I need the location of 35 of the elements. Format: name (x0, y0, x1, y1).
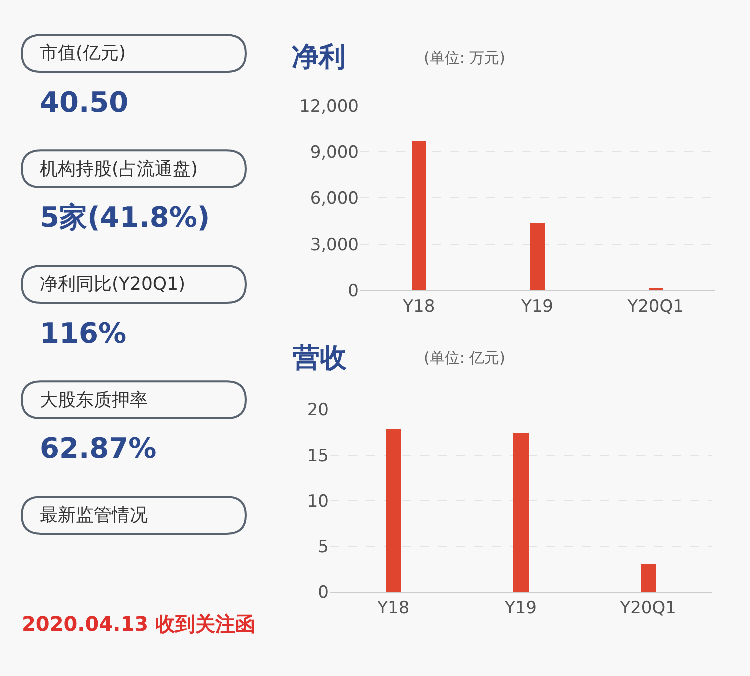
chart-subtitle: (单位: 亿元) (424, 349, 506, 367)
x-tick-label: Y18 (376, 598, 410, 619)
x-tick-label: Y20Q1 (626, 296, 684, 317)
text: 净利同比(Y20Q1) (40, 274, 186, 295)
x-tick-label: Y19 (520, 296, 554, 317)
text: 机构持股(占流通盘) (40, 159, 198, 180)
text: 62.87% (40, 432, 157, 465)
y-tick-label: 6,000 (310, 189, 359, 210)
bar (530, 223, 545, 290)
bar (412, 141, 426, 290)
text: 市值(亿元) (40, 43, 126, 64)
text: 5家(41.8%) (40, 201, 210, 234)
text: 116% (40, 317, 127, 350)
text: 大股东质押率 (40, 390, 148, 411)
bar (386, 428, 401, 592)
chart-subtitle: (单位: 万元) (424, 49, 506, 67)
y-tick-label: 3,000 (310, 235, 359, 256)
text: 2020.04.13 收到关注函 (22, 612, 256, 636)
bar (641, 564, 656, 592)
text: 最新监管情况 (40, 505, 148, 526)
y-tick-label: 0 (318, 583, 329, 604)
y-tick-label: 5 (318, 538, 329, 558)
chart-title: 营收 (292, 343, 348, 374)
y-tick-label: 10 (307, 492, 329, 512)
x-tick-label: Y19 (504, 598, 538, 619)
y-tick-label: 0 (348, 281, 359, 302)
y-tick-label: 20 (307, 400, 329, 421)
x-tick-label: Y20Q1 (619, 598, 676, 619)
y-tick-label: 9,000 (310, 143, 359, 164)
y-tick-label: 12,000 (300, 96, 359, 117)
bar (513, 432, 529, 592)
text: 40.50 (40, 86, 129, 119)
chart-title: 净利 (292, 42, 346, 73)
y-tick-label: 15 (307, 446, 329, 466)
x-tick-label: Y18 (402, 296, 436, 317)
